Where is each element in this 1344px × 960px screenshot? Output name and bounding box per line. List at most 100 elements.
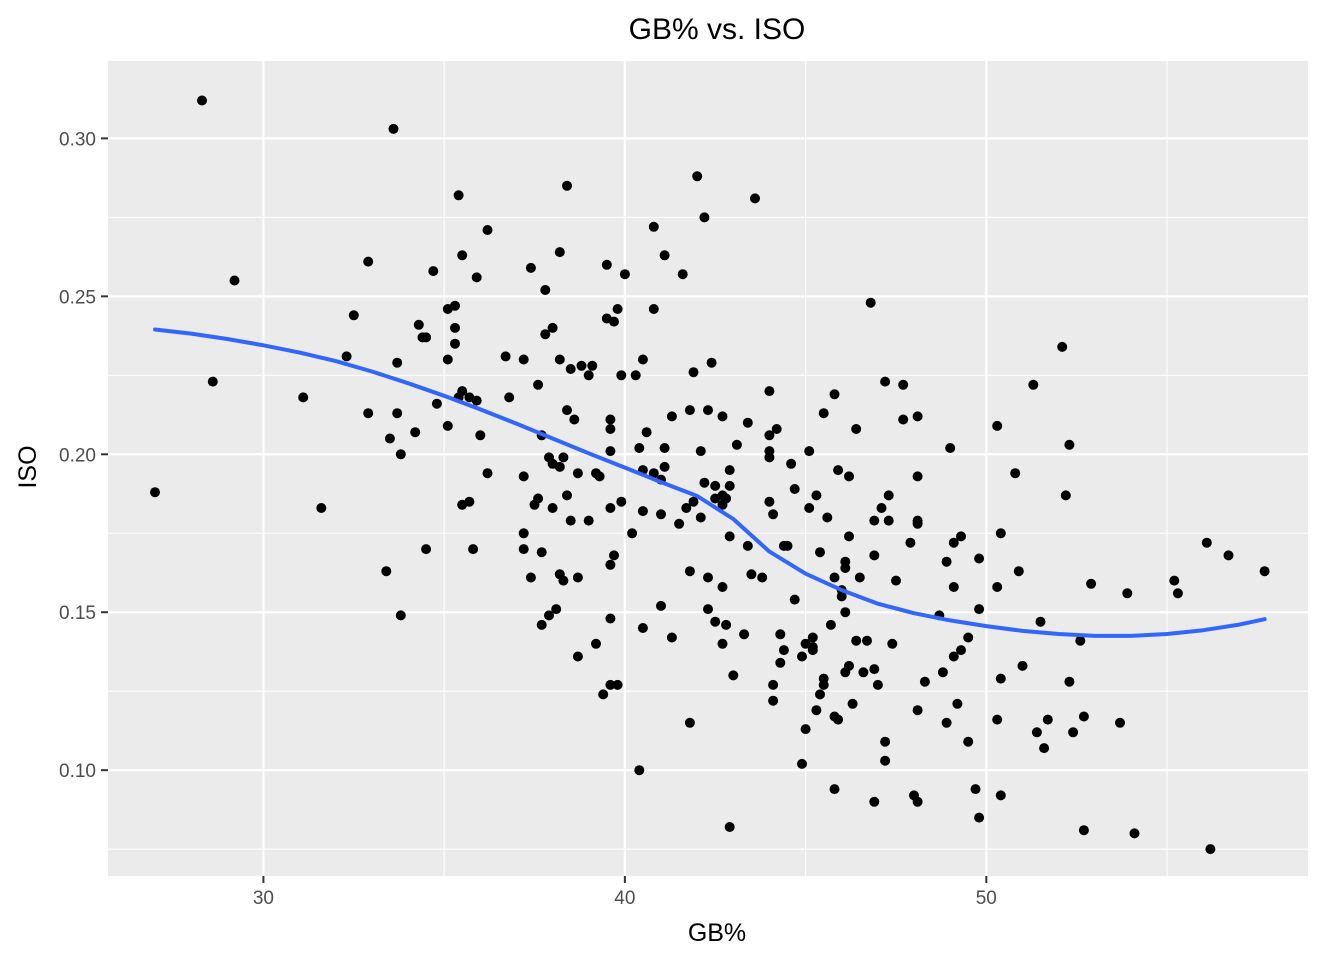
data-point xyxy=(616,370,627,381)
data-point xyxy=(684,405,695,416)
data-point xyxy=(764,496,775,507)
data-point xyxy=(482,468,493,479)
axis-ticks xyxy=(101,137,988,883)
data-point xyxy=(1078,825,1089,836)
data-point xyxy=(1122,588,1133,599)
data-point xyxy=(648,304,659,314)
plot-panel xyxy=(108,61,1308,876)
data-point xyxy=(605,503,616,513)
data-point xyxy=(428,266,439,277)
data-point xyxy=(974,812,985,823)
x-tick-label: 40 xyxy=(614,888,635,909)
data-point xyxy=(605,613,616,624)
data-point xyxy=(797,651,807,662)
data-point xyxy=(630,370,641,381)
data-point xyxy=(706,357,717,368)
data-point xyxy=(572,572,583,583)
data-point xyxy=(995,790,1006,801)
data-point xyxy=(699,212,710,223)
data-point xyxy=(872,679,883,690)
data-point xyxy=(786,458,797,469)
data-point xyxy=(695,446,706,457)
data-point xyxy=(601,259,612,270)
data-point xyxy=(865,297,876,308)
x-tick-label: 30 xyxy=(253,888,274,909)
data-point xyxy=(854,572,865,583)
data-point xyxy=(464,496,475,507)
data-point xyxy=(1060,490,1071,501)
data-point xyxy=(1078,711,1089,722)
data-point xyxy=(811,490,822,501)
data-point xyxy=(851,424,862,434)
data-point xyxy=(684,717,695,728)
data-point xyxy=(731,439,742,450)
data-point xyxy=(504,392,515,403)
data-point xyxy=(721,493,732,504)
data-point xyxy=(724,822,735,832)
data-point xyxy=(782,540,793,551)
data-point xyxy=(941,717,952,728)
data-point xyxy=(1064,439,1075,450)
data-point xyxy=(450,300,460,311)
y-tick-label: 0.15 xyxy=(59,603,96,624)
data-point xyxy=(681,503,692,513)
x-tick-label: 50 xyxy=(976,888,997,909)
data-point xyxy=(609,550,619,561)
y-tick-label: 0.20 xyxy=(59,445,96,466)
data-point xyxy=(421,332,432,343)
data-point xyxy=(1035,616,1046,627)
data-point xyxy=(562,180,572,191)
data-point xyxy=(1068,727,1079,738)
data-point xyxy=(533,493,544,504)
data-point xyxy=(862,635,872,646)
data-point xyxy=(659,250,670,261)
data-point xyxy=(818,408,829,419)
data-point xyxy=(739,629,750,640)
data-point xyxy=(666,411,677,422)
data-point xyxy=(605,446,616,457)
data-point xyxy=(659,461,670,472)
data-point xyxy=(413,319,424,330)
data-point xyxy=(768,695,779,706)
data-point xyxy=(948,582,959,592)
data-point xyxy=(388,123,399,134)
data-point xyxy=(605,679,616,690)
data-point xyxy=(851,635,862,646)
data-point xyxy=(883,515,894,526)
data-point xyxy=(384,433,395,444)
data-point xyxy=(677,269,688,280)
y-tick-label: 0.10 xyxy=(59,761,96,782)
data-point xyxy=(558,575,569,586)
data-point xyxy=(764,386,775,397)
data-point xyxy=(703,405,713,416)
data-point xyxy=(565,364,576,374)
data-point xyxy=(431,398,442,409)
data-point xyxy=(471,395,482,406)
data-point xyxy=(1223,550,1234,561)
data-point xyxy=(883,490,894,501)
data-point xyxy=(150,487,160,498)
data-point xyxy=(829,389,840,400)
data-point xyxy=(1028,379,1039,390)
data-point xyxy=(554,354,565,365)
data-point xyxy=(1057,341,1068,352)
data-point xyxy=(482,225,493,235)
axis-tick-labels: 30 40 50 0.10 0.15 0.20 0.25 0.30 xyxy=(59,129,997,909)
data-point xyxy=(457,250,468,261)
data-point xyxy=(554,461,565,472)
data-point xyxy=(912,518,923,529)
data-point xyxy=(547,322,558,333)
data-point xyxy=(869,550,880,561)
data-point xyxy=(641,427,652,438)
data-point xyxy=(525,262,536,273)
data-point xyxy=(572,651,583,662)
data-point xyxy=(1205,844,1216,855)
data-point xyxy=(898,414,909,425)
data-point xyxy=(775,629,786,640)
data-point xyxy=(298,392,309,403)
y-tick-label: 0.30 xyxy=(59,129,96,150)
data-point xyxy=(695,512,706,523)
data-point xyxy=(468,544,479,555)
data-point xyxy=(392,408,403,419)
data-point xyxy=(518,544,529,555)
